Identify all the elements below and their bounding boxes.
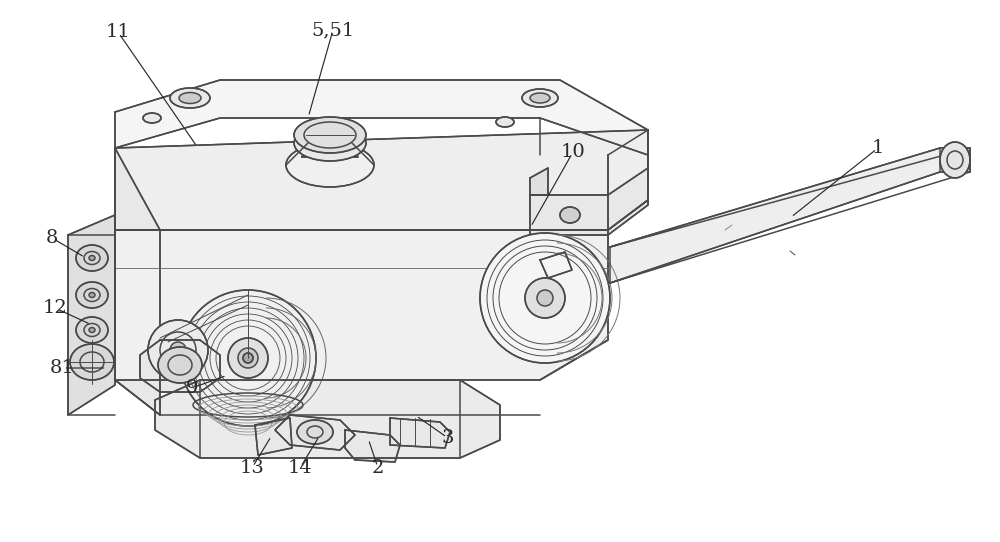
Polygon shape — [540, 252, 572, 278]
Ellipse shape — [76, 282, 108, 308]
Text: 8: 8 — [46, 229, 58, 247]
Ellipse shape — [76, 245, 108, 271]
Polygon shape — [345, 430, 400, 462]
Polygon shape — [115, 130, 648, 230]
Ellipse shape — [294, 117, 366, 153]
Text: 13: 13 — [240, 459, 264, 477]
Ellipse shape — [70, 344, 114, 380]
Polygon shape — [275, 415, 355, 450]
Ellipse shape — [496, 117, 514, 127]
Ellipse shape — [560, 207, 580, 223]
Polygon shape — [390, 418, 450, 448]
Polygon shape — [155, 380, 500, 458]
Ellipse shape — [89, 255, 95, 261]
Ellipse shape — [530, 93, 550, 103]
Polygon shape — [610, 148, 970, 283]
Polygon shape — [530, 168, 548, 195]
Polygon shape — [115, 148, 160, 415]
Ellipse shape — [89, 327, 95, 332]
Polygon shape — [140, 340, 220, 392]
Ellipse shape — [480, 233, 610, 363]
Ellipse shape — [170, 88, 210, 108]
Polygon shape — [115, 230, 608, 380]
Text: 12: 12 — [43, 299, 67, 317]
Text: 1: 1 — [872, 139, 884, 157]
Ellipse shape — [286, 143, 374, 187]
Ellipse shape — [294, 125, 366, 161]
Ellipse shape — [148, 320, 208, 380]
Text: 81: 81 — [50, 359, 74, 377]
Text: 2: 2 — [372, 459, 384, 477]
Ellipse shape — [940, 142, 970, 178]
Ellipse shape — [297, 420, 333, 444]
Polygon shape — [68, 215, 115, 415]
Polygon shape — [302, 143, 358, 157]
Ellipse shape — [522, 89, 558, 107]
Ellipse shape — [525, 278, 565, 318]
Text: 9: 9 — [186, 379, 198, 397]
Text: 3: 3 — [442, 429, 454, 447]
Polygon shape — [115, 80, 648, 155]
Ellipse shape — [243, 353, 253, 363]
Polygon shape — [530, 168, 648, 235]
Ellipse shape — [170, 342, 186, 358]
Polygon shape — [255, 418, 292, 455]
Ellipse shape — [143, 113, 161, 123]
Ellipse shape — [158, 347, 202, 383]
Text: 14: 14 — [288, 459, 312, 477]
Ellipse shape — [76, 317, 108, 343]
Ellipse shape — [537, 290, 553, 306]
Ellipse shape — [89, 293, 95, 298]
Text: 10: 10 — [561, 143, 585, 161]
Ellipse shape — [238, 348, 258, 368]
Text: 11: 11 — [106, 23, 130, 41]
Text: 5,51: 5,51 — [311, 21, 355, 39]
Ellipse shape — [228, 338, 268, 378]
Ellipse shape — [179, 93, 201, 104]
Ellipse shape — [180, 290, 316, 426]
